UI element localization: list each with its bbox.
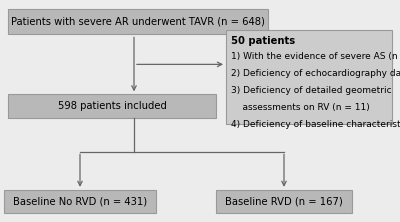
Text: Patients with severe AR underwent TAVR (n = 648): Patients with severe AR underwent TAVR (… <box>11 17 265 27</box>
Text: 598 patients included: 598 patients included <box>58 101 166 111</box>
Text: 50 patients: 50 patients <box>231 36 295 46</box>
FancyBboxPatch shape <box>8 94 216 118</box>
Text: assessments on RV (n = 11): assessments on RV (n = 11) <box>231 103 370 112</box>
FancyBboxPatch shape <box>216 190 352 213</box>
Text: Baseline No RVD (n = 431): Baseline No RVD (n = 431) <box>13 196 147 206</box>
Text: 3) Deficiency of detailed geometric: 3) Deficiency of detailed geometric <box>231 86 392 95</box>
Text: 1) With the evidence of severe AS (n = 19): 1) With the evidence of severe AS (n = 1… <box>231 52 400 61</box>
Text: 2) Deficiency of echocardiography data (n = 14): 2) Deficiency of echocardiography data (… <box>231 69 400 78</box>
FancyBboxPatch shape <box>8 9 268 34</box>
FancyBboxPatch shape <box>226 30 392 124</box>
FancyBboxPatch shape <box>4 190 156 213</box>
Text: 4) Deficiency of baseline characteristics (n = 6): 4) Deficiency of baseline characteristic… <box>231 120 400 129</box>
Text: Baseline RVD (n = 167): Baseline RVD (n = 167) <box>225 196 343 206</box>
